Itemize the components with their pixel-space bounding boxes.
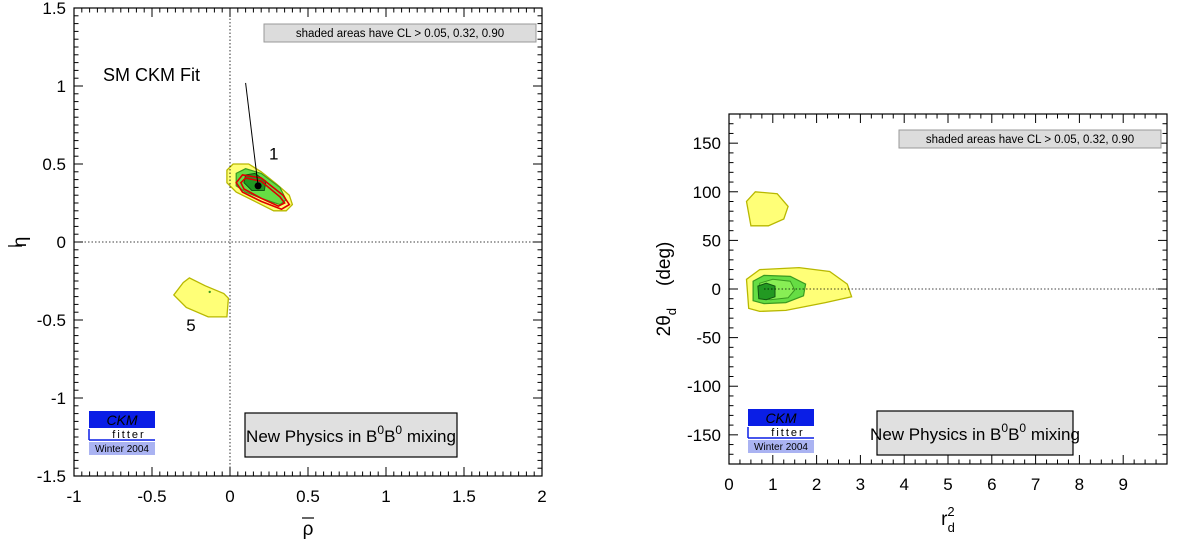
contour-yellow-2 [172, 277, 230, 318]
cl-note-box [898, 129, 1162, 149]
legend-box [244, 412, 458, 458]
legend-text: New Physics in B0B0 mixing [246, 423, 456, 446]
cl-note-text: shaded areas have CL > 0.05, 0.32, 0.90 [926, 134, 1134, 146]
chart-1: -1 -0.5 0 0.5 1 1.5 2-1.5-1-0.500.511.5ρηshade… [8, 0, 547, 540]
x-tick-label: 1.5 [452, 487, 476, 506]
logo-ckm: CKM [765, 410, 796, 426]
y-tick-label: -150 [687, 426, 721, 445]
logo-fitter: fitter [771, 427, 804, 439]
y-tick-label: 50 [702, 231, 721, 250]
x-tick-label: 1 [381, 487, 390, 506]
y-axis-title-group: η [8, 237, 31, 248]
logo-fitter: fitter [112, 429, 145, 441]
logo-winter-bg [748, 440, 814, 453]
y-tick-label: -50 [696, 329, 721, 348]
region-label-1: 1 [269, 144, 278, 163]
x-axis-title: ρ [303, 519, 314, 540]
fit-annotation-line [245, 82, 259, 186]
x-tick-label: 1 [768, 475, 777, 494]
x-tick-label: 9 [1118, 475, 1127, 494]
logo-winter-bg [89, 442, 155, 455]
fit-point [254, 182, 262, 190]
y-axis-title-group: 2θd(deg) [654, 242, 679, 337]
y-tick-label: -1.5 [37, 467, 66, 486]
legend-text: New Physics in B0B0 mixing [870, 421, 1080, 444]
y-tick-label: -100 [687, 377, 721, 396]
y-tick-label: 0 [712, 280, 721, 299]
contour-red-2 [239, 177, 286, 207]
x-tick-label: 2 [537, 487, 546, 506]
y-tick-label: -0.5 [37, 311, 66, 330]
x-tick-label: 4 [899, 475, 908, 494]
x-tick-label: 7 [1031, 475, 1040, 494]
x-tick-label: 0 [724, 475, 733, 494]
logo-winter: Winter 2004 [754, 442, 808, 453]
x-tick-label: 5 [943, 475, 952, 494]
fit-annotation-text: SM CKM Fit [103, 65, 200, 85]
logo-winter: Winter 2004 [95, 444, 149, 455]
y-tick-label: 100 [693, 183, 721, 202]
x-tick-label: 2 [812, 475, 821, 494]
y-tick-label: 1.5 [42, 0, 66, 18]
x-tick-label: -1 [66, 487, 81, 506]
chart-2: 0 1 2 3 4 5 6 7 8 9 -150 -100 -50 0 50 100 150 r2 d 2θd(deg… [654, 113, 1168, 535]
y-axis-title: 2θd(deg) [654, 242, 679, 337]
legend-box [876, 410, 1074, 456]
small-green-dot [208, 290, 211, 294]
contour-red-1 [235, 174, 291, 211]
logo-ckm: CKM [106, 412, 137, 428]
y-axis-title: η [10, 237, 31, 248]
contour-dark-1 [757, 282, 776, 301]
cl-note-text: shaded areas have CL > 0.05, 0.32, 0.90 [296, 28, 504, 40]
contour-yellow-1 [745, 191, 789, 227]
region-label-2: 5 [186, 316, 195, 335]
x-tick-label: 3 [856, 475, 865, 494]
x-tick-label: -0.5 [137, 487, 166, 506]
x-tick-label: 6 [987, 475, 996, 494]
y-tick-label: 0.5 [42, 155, 66, 174]
x-tick-label: 8 [1075, 475, 1084, 494]
y-tick-label: 0 [57, 233, 66, 252]
x-axis-title: r2 d [941, 504, 955, 535]
x-tick-label: 0 [225, 487, 234, 506]
logo-top-bar [748, 409, 814, 426]
y-tick-label: -1 [51, 389, 66, 408]
cl-note-box [263, 23, 537, 43]
y-tick-label: 1 [57, 77, 66, 96]
logo-top-bar [89, 411, 155, 428]
x-tick-label: 0.5 [296, 487, 320, 506]
y-tick-label: 150 [693, 134, 721, 153]
